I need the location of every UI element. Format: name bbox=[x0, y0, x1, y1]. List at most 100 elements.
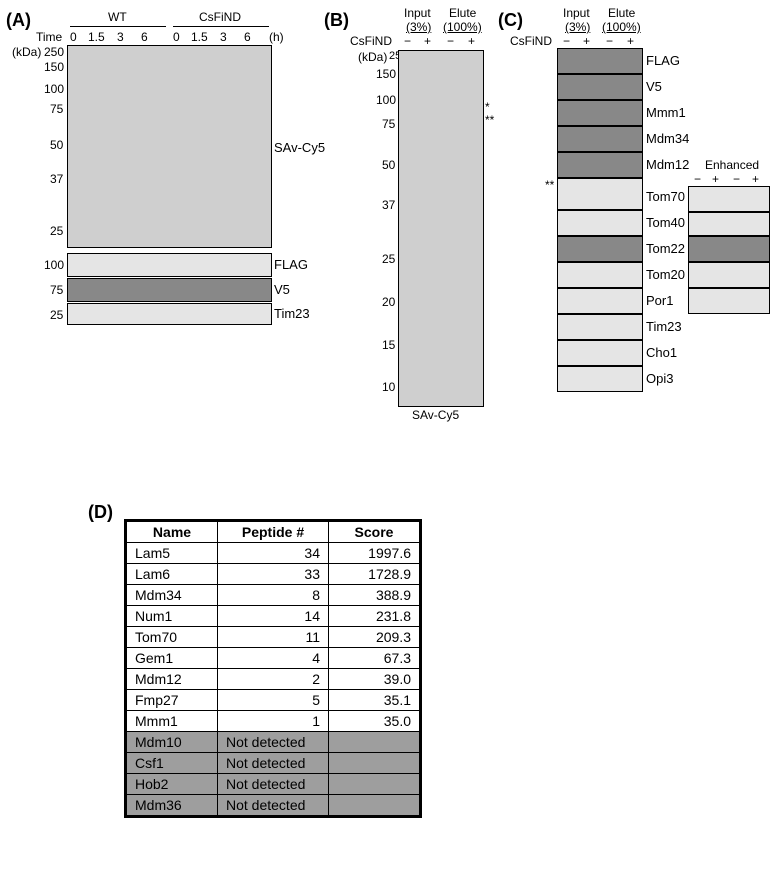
c-lab-2: Mmm1 bbox=[646, 105, 686, 120]
d-r8-n: Mmm1 bbox=[127, 711, 218, 732]
b-mw-5: 37 bbox=[382, 198, 395, 212]
c-enh-8 bbox=[688, 262, 770, 288]
a-sav: SAv-Cy5 bbox=[274, 140, 325, 155]
panel-a-gel bbox=[67, 45, 272, 248]
d-nd2-s bbox=[329, 774, 420, 795]
panel-a-v5 bbox=[67, 278, 272, 302]
c-row-5 bbox=[557, 178, 643, 210]
c-lab-0: FLAG bbox=[646, 53, 680, 68]
d-nd1-p: Not detected bbox=[218, 753, 329, 774]
panel-a-csfind: CsFiND bbox=[199, 10, 241, 24]
d-r3-p: 14 bbox=[218, 606, 329, 627]
d-nd2-n: Hob2 bbox=[127, 774, 218, 795]
c-enh-6 bbox=[688, 212, 770, 236]
c-row-11 bbox=[557, 340, 643, 366]
c-row-3 bbox=[557, 126, 643, 152]
d-r1-s: 1728.9 bbox=[329, 564, 420, 585]
b-caption: SAv-Cy5 bbox=[412, 408, 459, 422]
c-lab-5: Tom70 bbox=[646, 189, 685, 204]
d-h-0: Name bbox=[127, 522, 218, 543]
a-mw-2: 100 bbox=[44, 82, 64, 96]
b-mw-3: 75 bbox=[382, 117, 395, 131]
a-mw-3: 75 bbox=[50, 102, 63, 116]
d-r3-n: Num1 bbox=[127, 606, 218, 627]
d-nd2-p: Not detected bbox=[218, 774, 329, 795]
d-r6-n: Mdm12 bbox=[127, 669, 218, 690]
d-r4-s: 209.3 bbox=[329, 627, 420, 648]
c-row-1 bbox=[557, 74, 643, 100]
d-r4-p: 11 bbox=[218, 627, 329, 648]
a-kda: (kDa) bbox=[12, 45, 41, 59]
d-r4-n: Tom70 bbox=[127, 627, 218, 648]
c-pm-3: + bbox=[627, 34, 634, 48]
d-r8-p: 1 bbox=[218, 711, 329, 732]
b-mw-1: 150 bbox=[376, 67, 396, 81]
d-r7-n: Fmp27 bbox=[127, 690, 218, 711]
b-pm-3: + bbox=[468, 34, 475, 48]
d-r0-p: 34 bbox=[218, 543, 329, 564]
panel-d-label: (D) bbox=[88, 502, 113, 523]
c-lab-9: Por1 bbox=[646, 293, 673, 308]
panel-a-wt-line bbox=[70, 26, 166, 27]
d-nd0-p: Not detected bbox=[218, 732, 329, 753]
a-time-7: 6 bbox=[244, 30, 251, 44]
b-star: * bbox=[485, 100, 490, 114]
b-mw-9: 10 bbox=[382, 380, 395, 394]
c-elute-pct: (100%) bbox=[602, 20, 641, 34]
b-pm-2: − bbox=[447, 34, 454, 48]
c-epm-1: + bbox=[712, 172, 719, 186]
d-r2-s: 388.9 bbox=[329, 585, 420, 606]
c-pm-2: − bbox=[606, 34, 613, 48]
b-csfind: CsFiND bbox=[350, 34, 392, 48]
panel-a-tim23 bbox=[67, 303, 272, 325]
c-row-12 bbox=[557, 366, 643, 392]
c-lab-10: Tim23 bbox=[646, 319, 682, 334]
c-epm-0: − bbox=[694, 172, 701, 186]
d-r8-s: 35.0 bbox=[329, 711, 420, 732]
c-row-0 bbox=[557, 48, 643, 74]
c-pm-0: − bbox=[563, 34, 570, 48]
b-input: Input bbox=[404, 6, 431, 20]
b-pm-1: + bbox=[424, 34, 431, 48]
b-mw-4: 50 bbox=[382, 158, 395, 172]
a-flag: FLAG bbox=[274, 257, 308, 272]
a-tim23-mw: 25 bbox=[50, 308, 63, 322]
d-r0-s: 1997.6 bbox=[329, 543, 420, 564]
c-epm-2: − bbox=[733, 172, 740, 186]
d-r6-p: 2 bbox=[218, 669, 329, 690]
a-mw-1: 150 bbox=[44, 60, 64, 74]
d-nd0-s bbox=[329, 732, 420, 753]
a-time-unit: (h) bbox=[269, 30, 284, 44]
a-mw-6: 25 bbox=[50, 224, 63, 238]
a-v5: V5 bbox=[274, 282, 290, 297]
b-elute-pct: (100%) bbox=[443, 20, 482, 34]
d-r3-s: 231.8 bbox=[329, 606, 420, 627]
c-elute: Elute bbox=[608, 6, 635, 20]
panel-a-csfind-line bbox=[173, 26, 269, 27]
c-dstar: ** bbox=[545, 178, 554, 192]
a-time-0: 0 bbox=[70, 30, 77, 44]
d-r5-n: Gem1 bbox=[127, 648, 218, 669]
d-r7-p: 5 bbox=[218, 690, 329, 711]
c-epm-3: + bbox=[752, 172, 759, 186]
a-v5-mw: 75 bbox=[50, 283, 63, 297]
d-r0-n: Lam5 bbox=[127, 543, 218, 564]
c-input: Input bbox=[563, 6, 590, 20]
b-kda: (kDa) bbox=[358, 50, 387, 64]
b-mw-7: 20 bbox=[382, 295, 395, 309]
c-enh-7 bbox=[688, 236, 770, 262]
panel-a-wt: WT bbox=[108, 10, 127, 24]
d-r2-p: 8 bbox=[218, 585, 329, 606]
panel-a-flag bbox=[67, 253, 272, 277]
b-mw-6: 25 bbox=[382, 252, 395, 266]
panel-d-table: Name Peptide # Score Lam5341997.6 Lam633… bbox=[124, 519, 422, 818]
d-r5-s: 67.3 bbox=[329, 648, 420, 669]
panel-c-label: (C) bbox=[498, 10, 523, 31]
a-flag-mw: 100 bbox=[44, 258, 64, 272]
c-lab-12: Opi3 bbox=[646, 371, 673, 386]
b-dstar: ** bbox=[485, 113, 494, 127]
d-nd0-n: Mdm10 bbox=[127, 732, 218, 753]
c-row-10 bbox=[557, 314, 643, 340]
c-enhanced: Enhanced bbox=[705, 158, 759, 172]
b-elute: Elute bbox=[449, 6, 476, 20]
